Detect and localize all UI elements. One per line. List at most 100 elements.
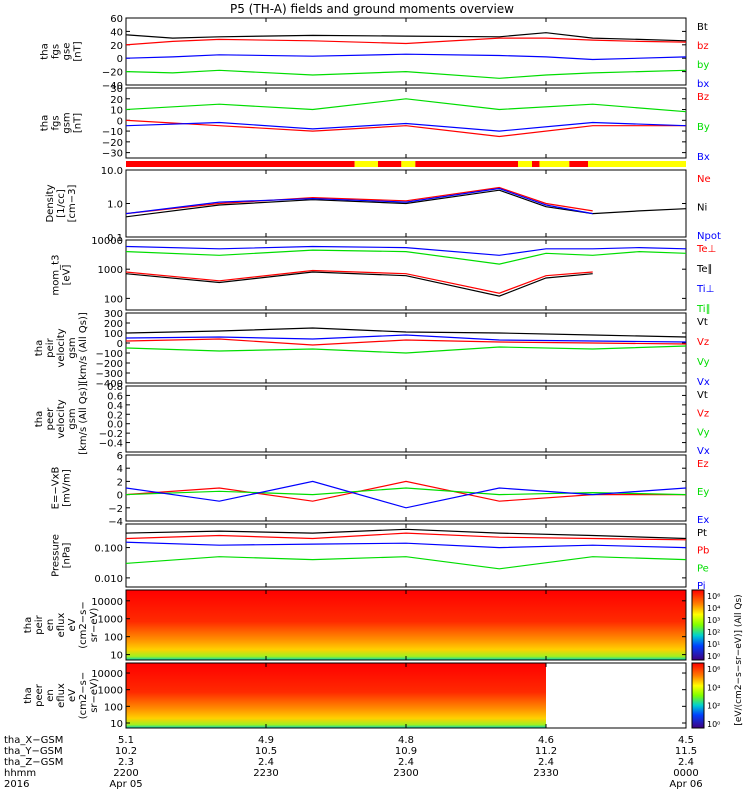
time-value: 10.2 xyxy=(115,746,137,757)
y-axis-label-line: eflux xyxy=(56,683,67,708)
mode-bar-segment-1 xyxy=(354,161,378,167)
series-line-p8-2 xyxy=(125,556,687,570)
panel-p6: 0.80.60.40.20.0−0.2−0.4 thapeervelocitygs… xyxy=(34,382,710,457)
y-tick-label: −2 xyxy=(108,504,123,515)
time-value: 4.6 xyxy=(538,735,554,746)
y-tick-label: 10000 xyxy=(91,669,123,680)
series-line-p4-3 xyxy=(125,249,687,265)
panel-s2: 10000 1000 100 10 thapeerenefluxeV(cm2−s−sr−… xyxy=(23,662,687,730)
series-line-p1-0 xyxy=(125,32,687,42)
colorbar-label: [eV/(cm2−s−sr−eV)] (All Qs) xyxy=(734,594,744,725)
y-axis-label-line: gsm xyxy=(62,112,73,133)
time-value: 2.4 xyxy=(538,757,554,768)
y-tick-label: −20 xyxy=(102,138,123,149)
panel-frame xyxy=(125,385,687,453)
colorbar-tick-label: 10⁶ xyxy=(707,665,720,674)
y-tick-label: 2 xyxy=(117,477,123,488)
y-tick-label: −0.2 xyxy=(99,429,123,440)
y-axis-label-line: eV xyxy=(67,618,78,631)
y-axis-label-line: tha xyxy=(40,43,51,59)
y-tick-label: 10000 xyxy=(91,597,123,608)
y-tick-label: 0 xyxy=(117,491,123,502)
y-axis-label: E=−VxB[mV/m] xyxy=(51,467,73,510)
y-axis-label-line: tha xyxy=(40,115,51,131)
y-axis-label: thapeirvelocitygsm[km/s (All Qs)] xyxy=(34,312,89,384)
y-tick-label: 0 xyxy=(117,116,123,127)
series-line-p7-1 xyxy=(125,487,687,496)
y-axis-label: mom_t3[eV] xyxy=(51,255,73,296)
series-line-p5-2 xyxy=(125,345,687,354)
y-tick-label: 1.0 xyxy=(107,200,123,211)
series-line-p3-2 xyxy=(125,187,593,215)
y-axis-label: thafgsgsm[nT] xyxy=(40,112,84,133)
y-axis-label-line: Pressure xyxy=(51,534,62,577)
y-tick-label: 200 xyxy=(104,319,123,330)
y-tick-label: −400 xyxy=(96,379,123,390)
y-axis-label-line: Density xyxy=(45,184,56,222)
legend-p3-2: Npot xyxy=(697,231,721,242)
legend-p1-0: Bt xyxy=(697,22,708,33)
y-tick-label: 300 xyxy=(104,309,123,320)
colorbar-tick-label: 10² xyxy=(707,628,720,637)
y-tick-label: 0.100 xyxy=(94,544,123,555)
y-axis-label-line: [eV] xyxy=(62,265,73,286)
y-axis-label-line: [nPa] xyxy=(62,542,73,568)
series-line-p5-1 xyxy=(125,338,687,346)
legend-p5-2: Vy xyxy=(697,357,710,368)
series-line-p4-0 xyxy=(125,269,593,294)
time-value: 2.3 xyxy=(118,757,134,768)
panels: 6040200−20−40thafgsgse[nT]Btbzbybx302010… xyxy=(23,14,721,730)
y-tick-label: 0.2 xyxy=(107,410,123,421)
y-axis-label-line: E=−VxB xyxy=(51,467,62,510)
y-axis-label-line: sr−eV) xyxy=(89,678,100,713)
series-line-p8-3 xyxy=(125,541,687,549)
y-tick-label: 0.010 xyxy=(94,574,123,585)
colorbar-tick-label: 10² xyxy=(707,702,720,711)
time-value: 4.8 xyxy=(398,735,414,746)
y-tick-label: 100 xyxy=(104,633,123,644)
mode-bar-segment-9 xyxy=(588,161,686,167)
mode-bar-segment-5 xyxy=(518,161,532,167)
y-axis-label-line: [1/cc] xyxy=(56,189,67,218)
y-tick-label: 0.8 xyxy=(107,382,123,393)
legend-p2-0: Bz xyxy=(697,92,709,103)
time-value: 2.4 xyxy=(398,757,414,768)
time-value: 11.2 xyxy=(535,746,557,757)
series-line-p8-0 xyxy=(125,528,687,540)
colorbar-tick-label: 10³ xyxy=(707,616,720,625)
y-tick-label: 0.4 xyxy=(107,401,123,412)
legend-p7-0: Ez xyxy=(697,459,709,470)
y-tick-label: 1000 xyxy=(98,686,123,697)
y-tick-label: 0.1 xyxy=(107,233,123,244)
y-axis-label-line: peir xyxy=(34,614,45,634)
y-axis-label-line: [nT] xyxy=(73,113,84,133)
colorbar-0 xyxy=(691,589,705,661)
legend-p8-1: Pb xyxy=(697,546,709,557)
panel-p4: 10000 1000 100 mom_t3[eV] Te⊥ Te∥ Ti⊥ Ti∥ xyxy=(51,236,717,315)
legend-p5-1: Vz xyxy=(697,337,709,348)
legend-p3-1: Ni xyxy=(697,203,707,214)
y-tick-label: 4 xyxy=(117,464,123,475)
y-axis-label-line: peer xyxy=(45,407,56,431)
y-axis-label-line: velocity xyxy=(56,328,67,367)
y-axis-label: thapeirenefluxeV(cm2−s−sr−eV) xyxy=(23,601,100,648)
time-row-label: hhmm xyxy=(4,768,36,779)
time-value: Apr 06 xyxy=(669,779,702,790)
y-axis-label-line: [nT] xyxy=(73,41,84,61)
legend-p7-1: Ey xyxy=(697,487,709,498)
time-value: 2200 xyxy=(113,768,138,779)
panel-p1: 60 40 20 0 −20 −40 thafgsgse[nT] Bt bz by bx xyxy=(40,14,710,92)
y-tick-label: 100 xyxy=(104,329,123,340)
panel-frame xyxy=(125,17,687,86)
y-axis-label-line: tha xyxy=(34,340,45,356)
mode-bar-segment-0 xyxy=(126,161,355,167)
spectrogram-nodata xyxy=(546,663,686,728)
colorbar-tick-label: 10⁰ xyxy=(707,720,720,729)
y-axis-label: thapeervelocitygsm[km/s (All Qs)] xyxy=(34,383,89,455)
y-tick-label: 0 xyxy=(117,54,123,65)
spectrogram-fill xyxy=(126,590,686,660)
colorbar-tick-label: 10⁴ xyxy=(707,604,720,613)
series-line-p5-0 xyxy=(125,327,687,338)
y-tick-label: 60 xyxy=(110,14,123,25)
